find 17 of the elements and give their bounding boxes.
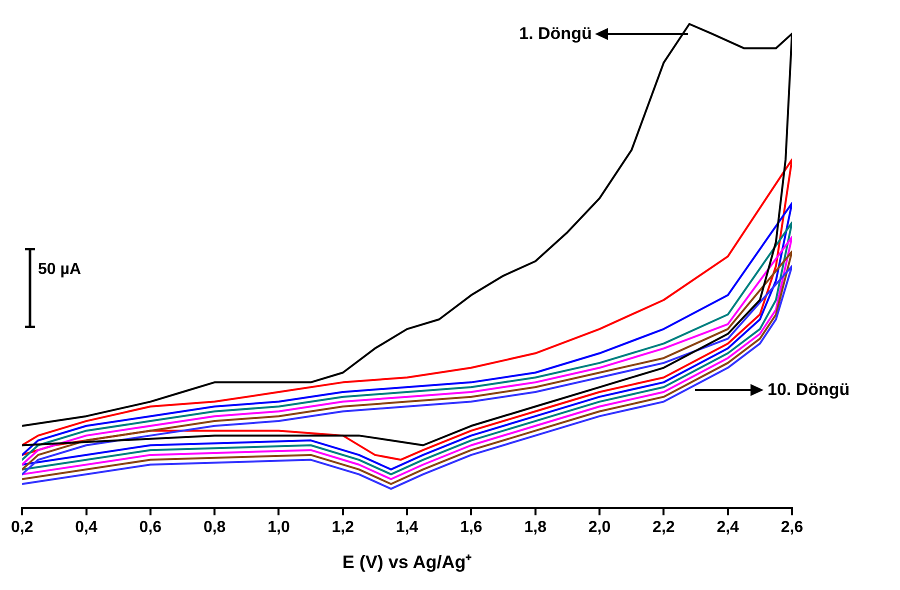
- x-tick-label: 1,8: [524, 519, 547, 536]
- x-axis-title: E (V) vs Ag/Ag⁺: [342, 552, 472, 572]
- x-tick-label: 0,4: [75, 519, 98, 536]
- x-tick-label: 2,2: [652, 519, 675, 536]
- x-tick-label: 1,0: [268, 519, 290, 536]
- x-tick-label: 1,6: [460, 519, 482, 536]
- x-tick-label: 2,4: [716, 519, 740, 536]
- annotation: 10. Döngü: [768, 380, 850, 400]
- x-tick-label: 0,8: [203, 519, 226, 536]
- x-tick-label: 1,4: [396, 519, 418, 536]
- annotation: 50 µA: [38, 261, 82, 279]
- annotation: 1. Döngü: [519, 24, 592, 44]
- x-tick-label: 2,6: [780, 519, 804, 536]
- x-tick-label: 1,2: [332, 519, 354, 536]
- x-tick-label: 0,2: [10, 519, 34, 536]
- x-tick-label: 2,0: [588, 519, 611, 536]
- x-tick-label: 0,6: [139, 519, 162, 536]
